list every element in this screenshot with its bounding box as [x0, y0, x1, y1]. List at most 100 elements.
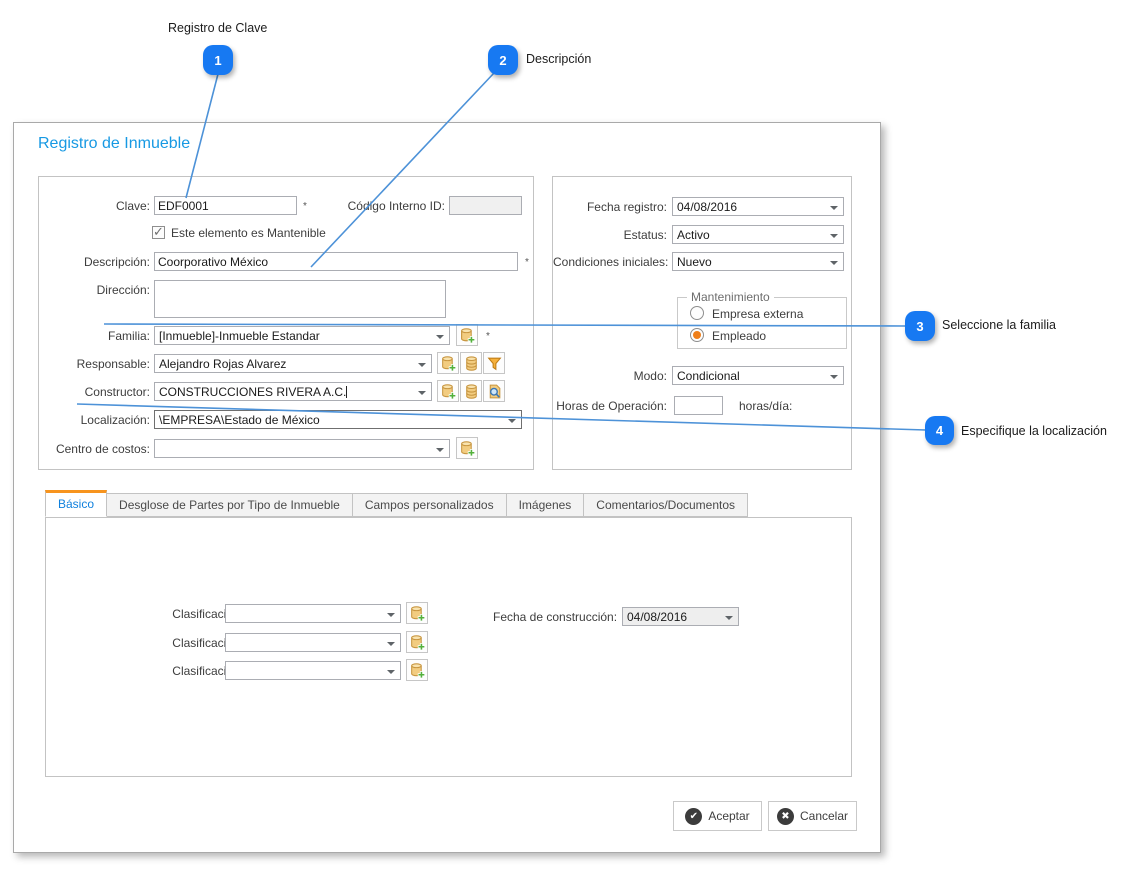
database-icon — [465, 383, 477, 399]
mantenible-label: Este elemento es Mantenible — [171, 226, 326, 240]
codigo-interno-label: Código Interno ID: — [347, 199, 445, 213]
fecha-construccion-combo[interactable]: 04/08/2016 — [622, 607, 739, 626]
clave-label: Clave: — [115, 199, 150, 213]
estatus-combo[interactable]: Activo — [672, 225, 844, 244]
database-add-icon — [441, 355, 456, 371]
clave-input[interactable] — [154, 196, 297, 215]
chevron-down-icon — [418, 391, 426, 395]
familia-label: Familia: — [107, 329, 150, 343]
dialog-title: Registro de Inmueble — [38, 135, 191, 152]
fecha-construccion-label: Fecha de construcción: — [493, 610, 618, 624]
constructor-label: Constructor: — [84, 385, 150, 399]
chevron-down-icon — [418, 363, 426, 367]
tab-panel-basico: Clasificación 1: Clasificación 2: Clasif… — [45, 517, 852, 777]
clasificacion-2-add-button[interactable] — [406, 631, 428, 653]
familia-combo[interactable]: [Inmueble]-Inmueble Estandar — [154, 326, 450, 345]
database-add-icon — [460, 327, 475, 343]
familia-add-button[interactable] — [456, 324, 478, 346]
database-add-icon — [410, 634, 425, 650]
chevron-down-icon — [436, 448, 444, 452]
chevron-down-icon — [830, 234, 838, 238]
tab-campos-personalizados[interactable]: Campos personalizados — [352, 493, 507, 517]
registro-inmueble-dialog: Registro de Inmueble Clave: * Código Int… — [13, 122, 881, 853]
chevron-down-icon — [508, 419, 516, 423]
horas-operacion-input[interactable] — [674, 396, 723, 415]
callout-badge-1: 1 — [203, 45, 233, 75]
constructor-combo[interactable]: CONSTRUCCIONES RIVERA A.C. — [154, 382, 432, 401]
condiciones-combo[interactable]: Nuevo — [672, 252, 844, 271]
tab-basico[interactable]: Básico — [45, 490, 108, 517]
constructor-add-button[interactable] — [437, 380, 459, 402]
chevron-down-icon — [387, 613, 395, 617]
mantenimiento-groupbox: Mantenimiento Empresa externa Empleado — [677, 290, 847, 349]
modo-label: Modo: — [633, 369, 667, 383]
constructor-list-button[interactable] — [460, 380, 482, 402]
familia-required-marker: * — [486, 331, 490, 342]
direccion-label: Dirección: — [96, 283, 150, 297]
annotation-label-2: Descripción — [526, 52, 592, 66]
horas-dia-suffix: horas/día: — [739, 399, 793, 413]
mantenible-checkbox[interactable] — [152, 224, 165, 240]
localizacion-combo[interactable]: \EMPRESA\Estado de México — [154, 410, 522, 429]
responsable-combo[interactable]: Alejandro Rojas Alvarez — [154, 354, 432, 373]
annotation-label-4: Especifique la localización — [961, 424, 1107, 438]
clasificacion-3-combo[interactable] — [225, 661, 401, 680]
clave-required-marker: * — [303, 201, 307, 212]
database-add-icon — [410, 662, 425, 678]
constructor-search-button[interactable] — [483, 380, 505, 402]
database-add-icon — [460, 440, 475, 456]
responsable-label: Responsable: — [76, 357, 150, 371]
left-fieldset: Clave: * Código Interno ID: Este element… — [38, 176, 534, 470]
fecha-registro-label: Fecha registro: — [586, 200, 667, 214]
annotation-label-1: Registro de Clave — [168, 21, 268, 35]
callout-badge-4: 4 — [925, 416, 954, 445]
centro-costos-add-button[interactable] — [456, 437, 478, 459]
empresa-externa-radio[interactable] — [690, 306, 704, 320]
modo-combo[interactable]: Condicional — [672, 366, 844, 385]
filter-icon — [487, 357, 501, 370]
condiciones-label: Condiciones iniciales: — [553, 255, 669, 269]
close-icon: ✖ — [776, 807, 794, 825]
callout-badge-3: 3 — [905, 311, 935, 341]
database-add-icon — [441, 383, 456, 399]
empleado-label: Empleado — [712, 329, 767, 343]
cancelar-button[interactable]: ✖ Cancelar — [768, 801, 857, 831]
descripcion-input[interactable] — [154, 252, 518, 271]
responsable-filter-button[interactable] — [483, 352, 505, 374]
descripcion-label: Descripción: — [83, 255, 150, 269]
callout-badge-2: 2 — [488, 45, 518, 75]
codigo-interno-input — [449, 196, 522, 215]
chevron-down-icon — [387, 670, 395, 674]
clasificacion-1-combo[interactable] — [225, 604, 401, 623]
tab-imagenes[interactable]: Imágenes — [506, 493, 585, 517]
empresa-externa-label: Empresa externa — [712, 307, 804, 321]
tab-desglose-partes[interactable]: Desglose de Partes por Tipo de Inmueble — [107, 493, 353, 517]
tab-comentarios-documentos[interactable]: Comentarios/Documentos — [584, 493, 749, 517]
mantenimiento-legend: Mantenimiento — [687, 290, 774, 304]
tab-bar: Básico Desglose de Partes por Tipo de In… — [45, 490, 749, 517]
text-caret — [346, 386, 348, 398]
chevron-down-icon — [725, 616, 733, 620]
clasificacion-3-add-button[interactable] — [406, 659, 428, 681]
clasificacion-1-add-button[interactable] — [406, 602, 428, 624]
check-icon: ✔ — [685, 807, 703, 825]
horas-operacion-label: Horas de Operación: — [556, 399, 667, 413]
annotation-label-3: Seleccione la familia — [942, 318, 1056, 332]
chevron-down-icon — [387, 642, 395, 646]
database-add-icon — [410, 605, 425, 621]
estatus-label: Estatus: — [623, 228, 667, 242]
localizacion-label: Localización: — [80, 413, 150, 427]
chevron-down-icon — [436, 335, 444, 339]
fecha-registro-combo[interactable]: 04/08/2016 — [672, 197, 844, 216]
chevron-down-icon — [830, 375, 838, 379]
chevron-down-icon — [830, 206, 838, 210]
aceptar-button[interactable]: ✔ Aceptar — [673, 801, 762, 831]
direccion-textarea[interactable] — [154, 280, 446, 318]
responsable-add-button[interactable] — [437, 352, 459, 374]
centro-costos-combo[interactable] — [154, 439, 450, 458]
empleado-radio[interactable] — [690, 328, 704, 342]
descripcion-required-marker: * — [525, 257, 529, 268]
clasificacion-2-combo[interactable] — [225, 633, 401, 652]
chevron-down-icon — [830, 261, 838, 265]
responsable-list-button[interactable] — [460, 352, 482, 374]
